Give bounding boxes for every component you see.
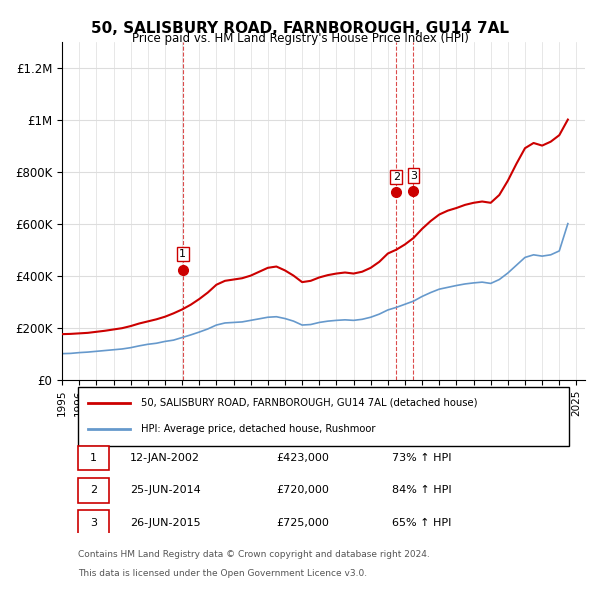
FancyBboxPatch shape [78, 510, 109, 535]
Text: Contains HM Land Registry data © Crown copyright and database right 2024.: Contains HM Land Registry data © Crown c… [78, 550, 430, 559]
Text: 25-JUN-2014: 25-JUN-2014 [130, 486, 201, 496]
Text: 1: 1 [179, 249, 186, 259]
Text: 73% ↑ HPI: 73% ↑ HPI [392, 453, 451, 463]
Text: £423,000: £423,000 [277, 453, 329, 463]
Text: 50, SALISBURY ROAD, FARNBOROUGH, GU14 7AL: 50, SALISBURY ROAD, FARNBOROUGH, GU14 7A… [91, 21, 509, 35]
Text: 2: 2 [392, 172, 400, 182]
Text: 84% ↑ HPI: 84% ↑ HPI [392, 486, 451, 496]
Text: 1: 1 [90, 453, 97, 463]
FancyBboxPatch shape [78, 446, 109, 470]
Text: 2: 2 [90, 486, 97, 496]
Text: Price paid vs. HM Land Registry's House Price Index (HPI): Price paid vs. HM Land Registry's House … [131, 32, 469, 45]
Text: 12-JAN-2002: 12-JAN-2002 [130, 453, 200, 463]
Text: £720,000: £720,000 [277, 486, 329, 496]
Text: 50, SALISBURY ROAD, FARNBOROUGH, GU14 7AL (detached house): 50, SALISBURY ROAD, FARNBOROUGH, GU14 7A… [140, 398, 477, 408]
Text: HPI: Average price, detached house, Rushmoor: HPI: Average price, detached house, Rush… [140, 424, 375, 434]
Text: £725,000: £725,000 [277, 517, 329, 527]
FancyBboxPatch shape [78, 388, 569, 446]
Text: 3: 3 [410, 171, 417, 181]
Text: 3: 3 [90, 517, 97, 527]
FancyBboxPatch shape [78, 478, 109, 503]
Text: This data is licensed under the Open Government Licence v3.0.: This data is licensed under the Open Gov… [78, 569, 367, 578]
Text: 65% ↑ HPI: 65% ↑ HPI [392, 517, 451, 527]
Text: 26-JUN-2015: 26-JUN-2015 [130, 517, 200, 527]
